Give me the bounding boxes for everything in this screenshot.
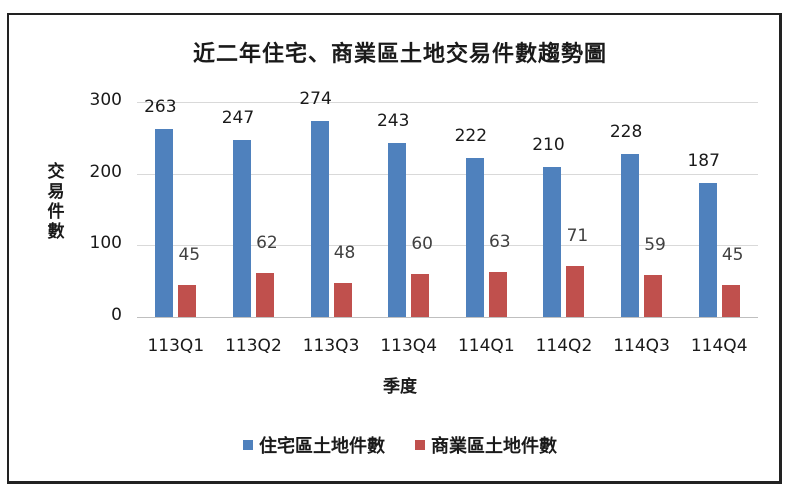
gridline [137, 102, 758, 103]
y-axis-label-char: 數 [47, 222, 65, 242]
bar-residential [388, 142, 407, 317]
data-label-residential: 228 [609, 121, 643, 142]
x-tick-label: 114Q4 [690, 336, 748, 356]
x-tick-label: 114Q1 [457, 336, 515, 356]
data-label-residential: 210 [532, 134, 565, 155]
bar-commercial [488, 271, 507, 317]
bar-commercial [411, 274, 430, 317]
x-tick-label: 114Q3 [613, 336, 670, 356]
bar-commercial [566, 266, 585, 317]
bar-residential [543, 166, 562, 317]
legend-label-commercial: 商業區土地件數 [431, 436, 557, 457]
bar-commercial [178, 284, 197, 317]
legend-label-residential: 住宅區土地件數 [259, 436, 385, 457]
data-label-residential: 243 [376, 110, 410, 131]
y-axis-label-char: 件 [47, 202, 65, 222]
data-label-commercial: 71 [566, 226, 589, 247]
y-tick-label: 200 [89, 161, 122, 182]
legend: 住宅區土地件數 商業區土地件數 [0, 432, 800, 458]
bar-residential [465, 157, 484, 317]
bar-residential [698, 182, 717, 317]
chart-title: 近二年住宅、商業區土地交易件數趨勢圖 [192, 42, 607, 67]
data-label-residential: 247 [221, 107, 255, 128]
y-tick-label: 300 [89, 90, 122, 110]
data-label-commercial: 48 [333, 242, 356, 263]
x-tick-label: 113Q2 [225, 336, 282, 356]
y-axis-label: 交易件數 [44, 162, 68, 242]
x-tick-label: 113Q3 [302, 336, 360, 356]
y-axis-label-char: 交 [47, 162, 65, 182]
legend-swatch-residential [243, 440, 253, 450]
bar-residential [232, 139, 251, 317]
x-tick-label: 114Q2 [535, 336, 593, 356]
data-label-commercial: 45 [721, 244, 744, 265]
bar-residential [310, 120, 329, 317]
data-label-commercial: 63 [488, 231, 511, 252]
gridline [137, 173, 758, 175]
data-label-residential: 263 [144, 96, 177, 117]
x-axis-label: 季度 [383, 377, 417, 397]
bar-commercial [721, 284, 740, 317]
legend-swatch-commercial [415, 440, 425, 450]
data-label-commercial: 59 [644, 234, 666, 255]
bar-residential [621, 153, 640, 317]
data-label-residential: 274 [299, 88, 332, 109]
y-tick-label: 100 [89, 233, 122, 254]
data-label-commercial: 62 [256, 232, 278, 253]
bar-residential [155, 128, 174, 317]
y-tick-label: 0 [111, 305, 122, 325]
y-axis-label-char: 易 [47, 182, 65, 202]
gridline [137, 245, 758, 247]
data-label-residential: 222 [454, 125, 488, 146]
data-label-residential: 187 [687, 150, 720, 171]
bar-commercial [644, 274, 663, 317]
data-label-commercial: 60 [411, 234, 433, 254]
data-label-commercial: 45 [178, 244, 201, 265]
x-axis-line [137, 317, 758, 318]
legend-item-residential: 住宅區土地件數 [243, 432, 385, 458]
x-tick-label: 113Q4 [380, 336, 438, 356]
bar-commercial [333, 282, 352, 317]
x-tick-label: 113Q1 [147, 336, 205, 356]
legend-item-commercial: 商業區土地件數 [415, 432, 557, 458]
bar-commercial [255, 272, 274, 317]
